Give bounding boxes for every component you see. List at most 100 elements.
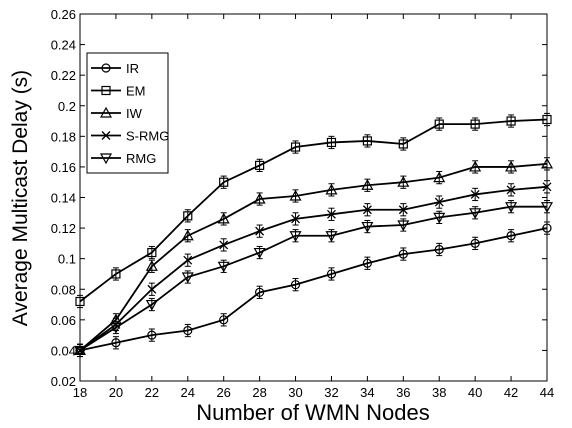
legend-label: EM: [126, 84, 146, 99]
data-point: [253, 192, 266, 204]
data-point: [470, 238, 480, 248]
data-point: [255, 160, 265, 170]
data-point: [111, 338, 121, 348]
data-point: [362, 205, 372, 215]
marker-stroke: [101, 131, 111, 140]
data-point: [397, 220, 410, 232]
legend-marker: [101, 63, 111, 73]
legend-label: IR: [126, 61, 139, 76]
data-point: [540, 202, 554, 213]
legend-item-s-rmg: S-RMG: [91, 129, 169, 144]
data-point: [325, 183, 338, 195]
data-point: [289, 189, 302, 201]
data-point: [147, 247, 157, 258]
y-tick-label: 0.1: [58, 252, 76, 267]
data-point: [506, 116, 516, 126]
data-point: [327, 209, 336, 219]
marker-stroke: [470, 189, 480, 199]
x-axis: 18 20 22 24 26 28 30 32 34 36 38 40 42 44: [73, 14, 554, 400]
y-tick-label: 0.2: [58, 99, 76, 114]
data-point: [181, 229, 194, 241]
data-point: [290, 142, 301, 152]
data-point: [433, 171, 446, 183]
data-point: [469, 208, 482, 220]
data-point: [289, 231, 302, 242]
x-tick-label: 30: [288, 385, 302, 400]
series-s-rmg: [75, 180, 552, 358]
data-point: [361, 179, 374, 190]
data-point: [147, 284, 157, 294]
data-point: [181, 272, 194, 284]
x-tick-label: 42: [504, 385, 518, 400]
marker-stroke: [506, 185, 516, 195]
legend-label: RMG: [126, 151, 156, 166]
marker-stroke: [398, 205, 408, 215]
data-point: [540, 157, 554, 169]
legend-marker: [101, 131, 111, 140]
legend-marker: [99, 106, 113, 118]
legend-marker: [99, 153, 113, 165]
data-point: [325, 231, 338, 242]
x-tick-label: 38: [432, 385, 446, 400]
x-tick-label: 20: [109, 385, 123, 400]
marker-stroke: [219, 240, 229, 250]
data-point: [326, 137, 337, 148]
y-axis-label: Average Multicast Delay (s): [9, 70, 32, 326]
marker-stroke: [362, 205, 372, 215]
series-rmg: [73, 200, 554, 358]
data-point: [183, 325, 193, 336]
legend-label: IW: [126, 106, 143, 121]
y-tick-label: 0.22: [51, 68, 76, 83]
x-tick-label: 22: [145, 385, 159, 400]
y-tick-label: 0.02: [51, 374, 76, 389]
x-tick-label: 40: [468, 385, 482, 400]
marker-stroke: [147, 284, 157, 294]
legend-label: S-RMG: [126, 129, 169, 144]
x-tick-label: 34: [360, 385, 374, 400]
marker-stroke: [542, 182, 552, 192]
data-point: [217, 261, 230, 273]
y-tick-label: 0.04: [51, 343, 76, 358]
data-point: [505, 202, 518, 213]
data-point: [111, 269, 121, 279]
data-point: [219, 315, 229, 325]
y-tick-label: 0.18: [51, 129, 76, 144]
x-tick-label: 26: [216, 385, 230, 400]
marker-stroke: [183, 255, 193, 265]
legend-item-ir: IR: [91, 61, 139, 76]
legend: IR EM IW S-RMG RMG: [86, 52, 169, 174]
data-point: [73, 345, 87, 357]
data-point: [542, 182, 552, 192]
data-point: [505, 160, 518, 172]
y-tick-label: 0.12: [51, 221, 76, 236]
data-point: [542, 114, 552, 125]
y-tick-label: 0.24: [51, 38, 76, 53]
data-point: [217, 212, 230, 224]
x-tick-label: 36: [396, 385, 410, 400]
y-tick-label: 0.06: [51, 313, 76, 328]
data-point: [434, 119, 444, 129]
data-point: [506, 231, 516, 241]
data-point: [109, 322, 122, 334]
marker-stroke: [255, 226, 265, 236]
data-point: [398, 139, 408, 149]
legend-item-em: EM: [91, 84, 146, 99]
data-point: [433, 212, 446, 224]
data-point: [398, 249, 408, 259]
data-point: [145, 299, 158, 311]
data-point: [145, 260, 158, 271]
data-point: [362, 136, 372, 146]
series-line: [79, 118, 548, 303]
data-point: [326, 269, 337, 279]
x-tick-label: 32: [324, 385, 338, 400]
data-point: [183, 211, 193, 221]
series-line: [79, 162, 548, 352]
data-point: [362, 258, 372, 268]
data-point: [469, 160, 482, 172]
x-tick-label: 28: [252, 385, 266, 400]
marker-stroke: [291, 214, 300, 224]
data-point: [291, 214, 300, 224]
data-point: [147, 330, 157, 340]
series-line: [79, 227, 548, 352]
